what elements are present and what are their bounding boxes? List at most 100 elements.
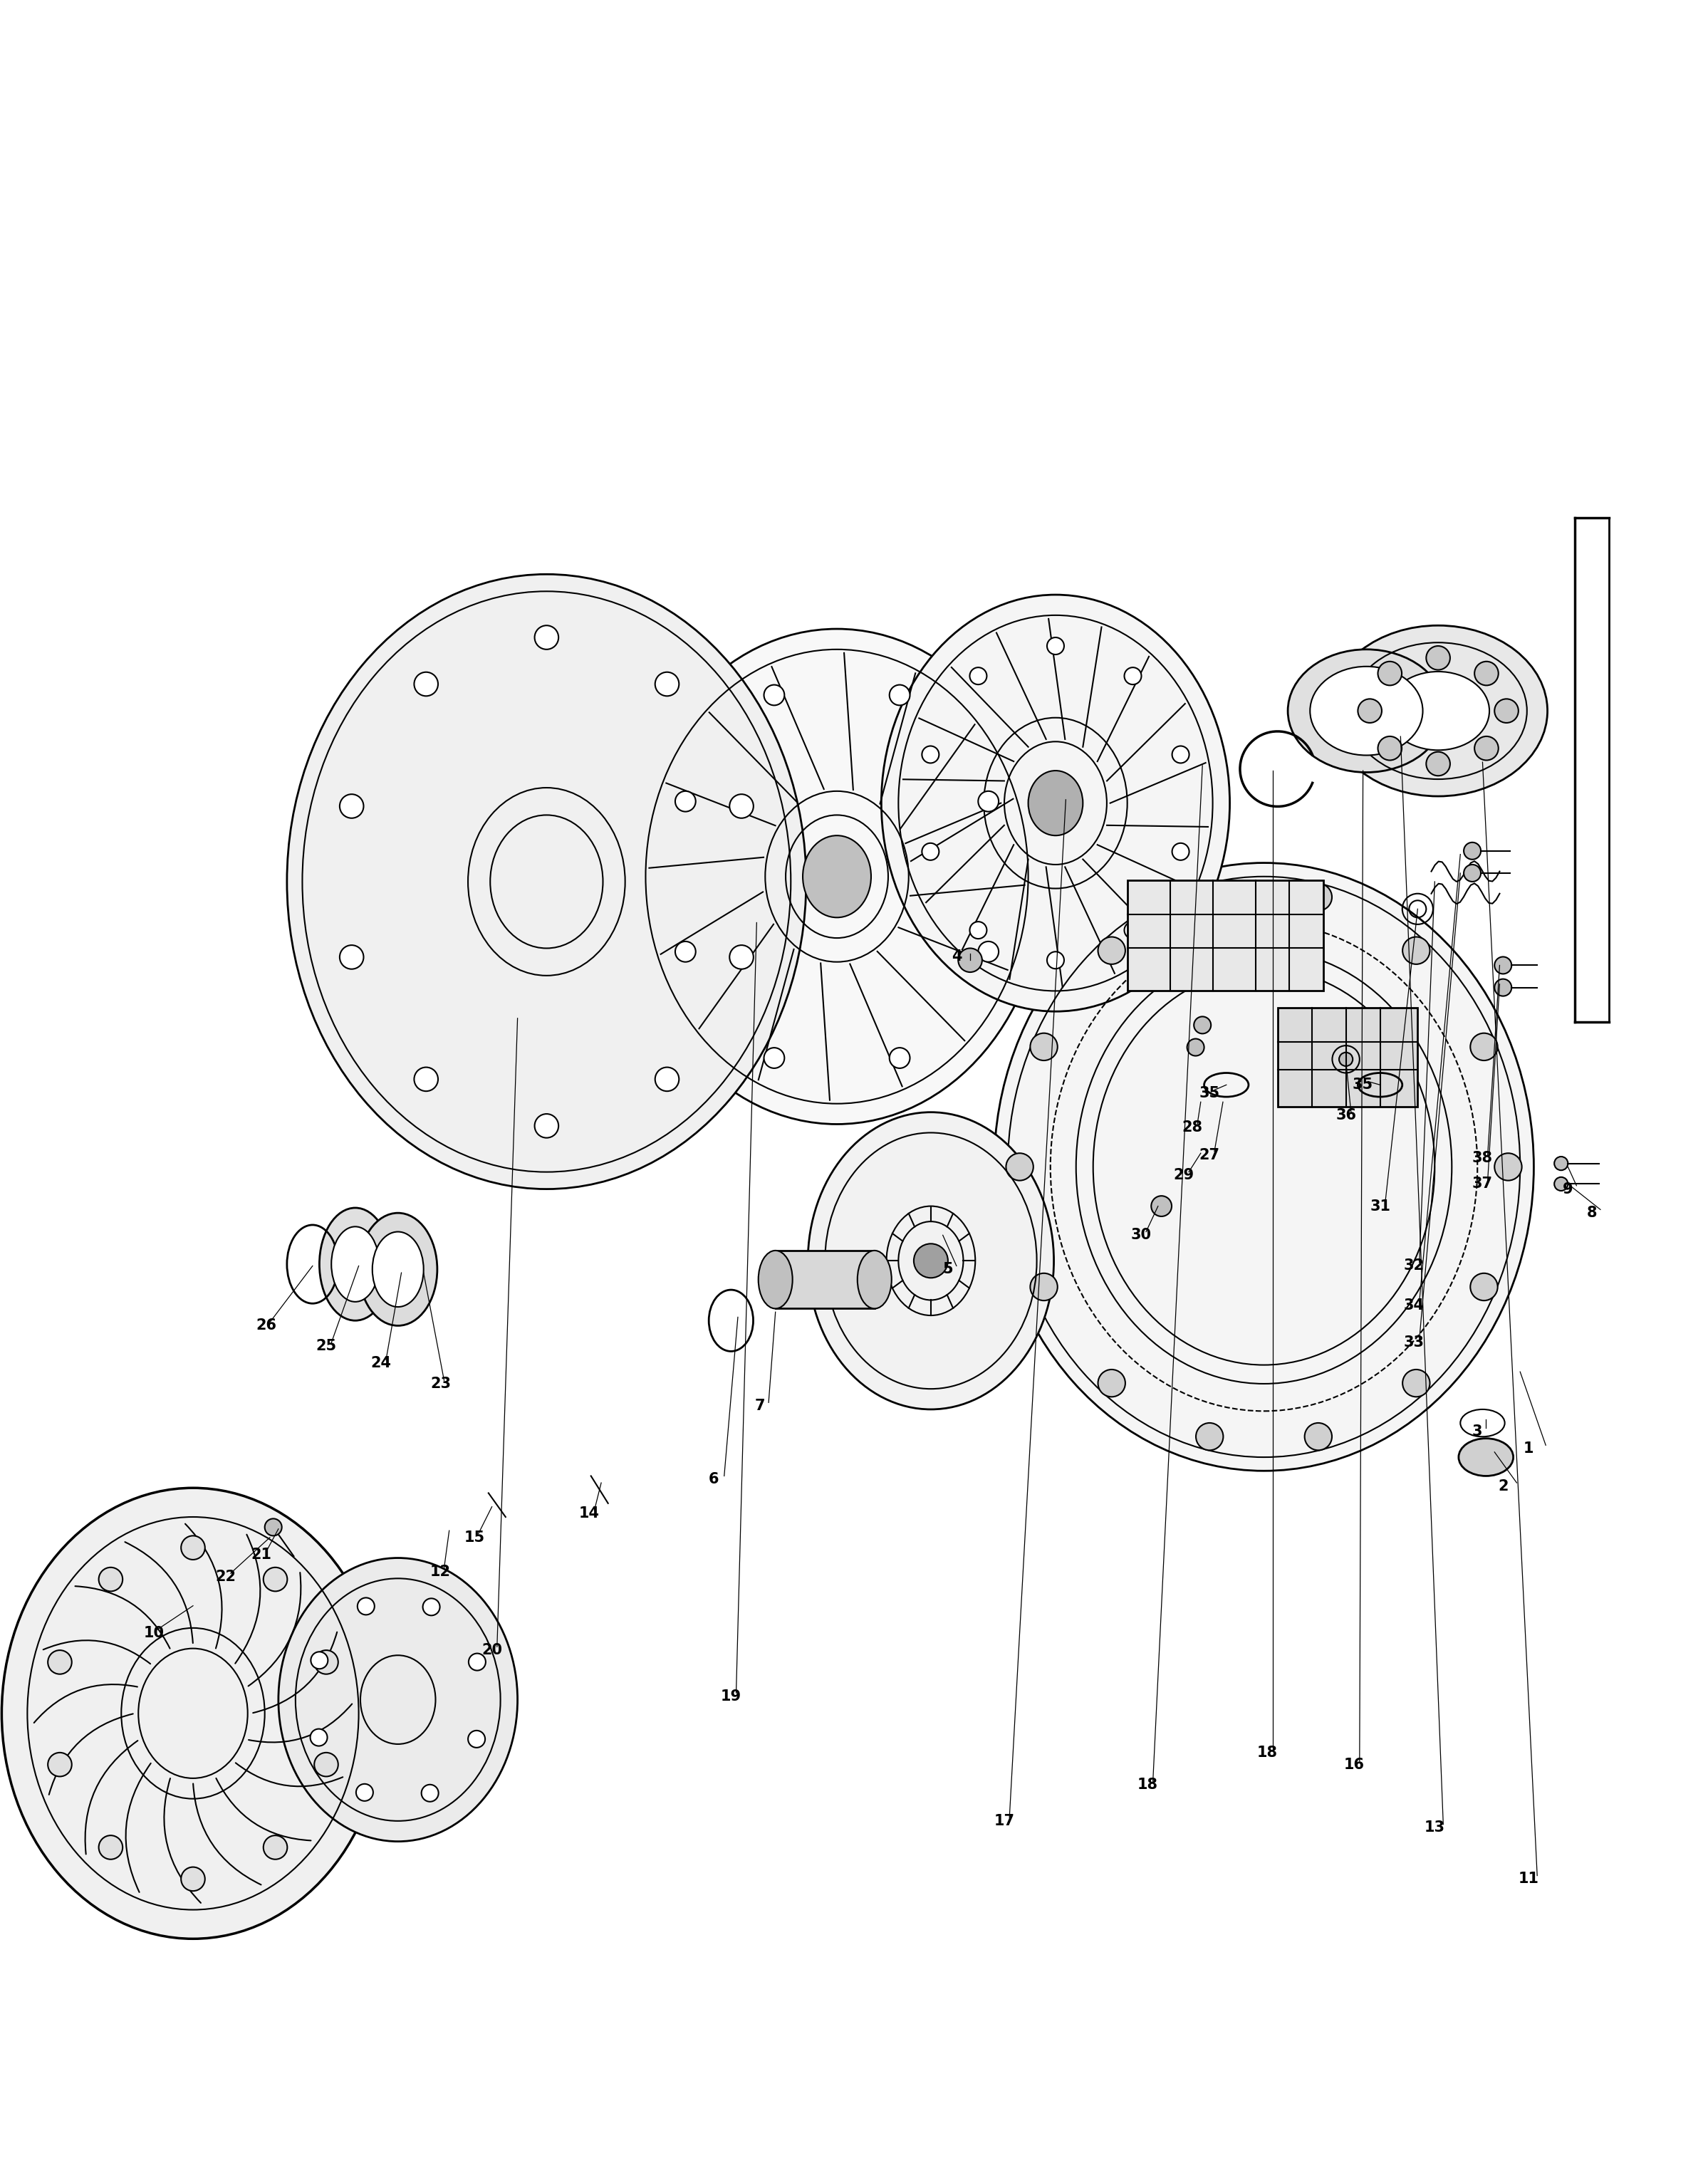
Text: 25: 25 bbox=[316, 1339, 336, 1354]
Circle shape bbox=[263, 1567, 287, 1591]
Circle shape bbox=[979, 942, 999, 961]
Circle shape bbox=[970, 667, 987, 685]
Ellipse shape bbox=[629, 628, 1045, 1125]
Text: 13: 13 bbox=[1424, 1820, 1445, 1836]
Circle shape bbox=[1494, 700, 1518, 724]
Circle shape bbox=[1402, 1369, 1430, 1397]
Circle shape bbox=[48, 1650, 72, 1674]
Circle shape bbox=[1554, 1158, 1568, 1171]
Text: 35: 35 bbox=[1199, 1086, 1220, 1101]
Circle shape bbox=[763, 685, 784, 706]
Circle shape bbox=[1471, 1273, 1498, 1301]
Circle shape bbox=[1047, 953, 1064, 968]
Circle shape bbox=[1124, 922, 1141, 940]
Text: 15: 15 bbox=[465, 1530, 485, 1546]
Text: 33: 33 bbox=[1404, 1336, 1424, 1349]
Circle shape bbox=[265, 1519, 282, 1535]
Text: 7: 7 bbox=[755, 1400, 765, 1413]
Circle shape bbox=[1151, 1197, 1172, 1216]
Circle shape bbox=[1494, 957, 1512, 974]
Ellipse shape bbox=[857, 1251, 892, 1308]
Circle shape bbox=[1030, 1033, 1057, 1059]
Circle shape bbox=[1187, 1038, 1204, 1055]
Circle shape bbox=[1474, 661, 1498, 685]
Circle shape bbox=[1030, 1273, 1057, 1301]
Circle shape bbox=[413, 1068, 437, 1092]
Text: 19: 19 bbox=[721, 1690, 741, 1703]
Circle shape bbox=[1172, 844, 1189, 861]
Circle shape bbox=[958, 948, 982, 972]
Ellipse shape bbox=[994, 863, 1534, 1472]
Circle shape bbox=[413, 671, 437, 695]
Ellipse shape bbox=[359, 1212, 437, 1325]
Circle shape bbox=[1194, 1016, 1211, 1033]
Circle shape bbox=[181, 1535, 205, 1559]
Ellipse shape bbox=[1459, 1439, 1513, 1476]
Circle shape bbox=[1124, 667, 1141, 685]
Circle shape bbox=[424, 1598, 441, 1615]
Text: 4: 4 bbox=[951, 950, 962, 964]
Circle shape bbox=[979, 791, 999, 811]
Circle shape bbox=[1196, 1424, 1223, 1450]
Ellipse shape bbox=[803, 835, 871, 918]
Circle shape bbox=[99, 1836, 123, 1860]
Circle shape bbox=[922, 844, 939, 861]
Circle shape bbox=[1305, 883, 1332, 911]
Text: 16: 16 bbox=[1344, 1757, 1365, 1772]
Text: 8: 8 bbox=[1587, 1206, 1597, 1221]
Circle shape bbox=[675, 791, 695, 811]
Text: 37: 37 bbox=[1472, 1177, 1493, 1190]
Text: 10: 10 bbox=[143, 1626, 164, 1639]
Circle shape bbox=[1172, 746, 1189, 763]
Ellipse shape bbox=[278, 1559, 518, 1842]
Text: 12: 12 bbox=[430, 1565, 451, 1578]
Circle shape bbox=[1358, 700, 1382, 724]
Bar bbox=[775, 1251, 874, 1308]
Circle shape bbox=[48, 1753, 72, 1777]
Text: 21: 21 bbox=[251, 1548, 272, 1561]
Circle shape bbox=[1426, 645, 1450, 669]
Circle shape bbox=[1378, 737, 1402, 761]
Circle shape bbox=[1402, 937, 1430, 964]
Text: 9: 9 bbox=[1563, 1182, 1573, 1197]
Circle shape bbox=[1426, 752, 1450, 776]
Circle shape bbox=[656, 1068, 680, 1092]
Circle shape bbox=[314, 1650, 338, 1674]
Text: 22: 22 bbox=[215, 1570, 236, 1585]
Circle shape bbox=[357, 1598, 374, 1615]
Text: 30: 30 bbox=[1131, 1227, 1151, 1243]
Ellipse shape bbox=[881, 595, 1230, 1012]
Circle shape bbox=[340, 794, 364, 818]
Circle shape bbox=[422, 1785, 439, 1801]
Circle shape bbox=[1098, 937, 1126, 964]
Ellipse shape bbox=[1387, 671, 1489, 750]
Circle shape bbox=[1196, 883, 1223, 911]
Circle shape bbox=[729, 794, 753, 818]
Ellipse shape bbox=[1028, 772, 1083, 835]
Text: 18: 18 bbox=[1257, 1746, 1278, 1759]
Text: 38: 38 bbox=[1472, 1151, 1493, 1166]
Text: 34: 34 bbox=[1404, 1297, 1424, 1312]
Circle shape bbox=[311, 1652, 328, 1670]
Text: 5: 5 bbox=[943, 1262, 953, 1277]
Text: 2: 2 bbox=[1498, 1478, 1508, 1493]
Text: 23: 23 bbox=[430, 1376, 451, 1391]
Circle shape bbox=[263, 1836, 287, 1860]
Text: 1: 1 bbox=[1524, 1441, 1534, 1456]
Circle shape bbox=[1554, 1177, 1568, 1190]
Circle shape bbox=[1305, 1424, 1332, 1450]
Ellipse shape bbox=[808, 1112, 1054, 1408]
Circle shape bbox=[181, 1866, 205, 1890]
Text: 6: 6 bbox=[709, 1472, 719, 1487]
Circle shape bbox=[1047, 637, 1064, 654]
Text: 20: 20 bbox=[482, 1644, 502, 1657]
Ellipse shape bbox=[1288, 650, 1445, 772]
Text: 29: 29 bbox=[1173, 1168, 1194, 1182]
Text: 14: 14 bbox=[579, 1506, 600, 1522]
Circle shape bbox=[1098, 1369, 1126, 1397]
Circle shape bbox=[890, 1049, 910, 1068]
Text: 36: 36 bbox=[1336, 1107, 1356, 1123]
Ellipse shape bbox=[758, 1251, 793, 1308]
Circle shape bbox=[922, 746, 939, 763]
Circle shape bbox=[1494, 979, 1512, 996]
